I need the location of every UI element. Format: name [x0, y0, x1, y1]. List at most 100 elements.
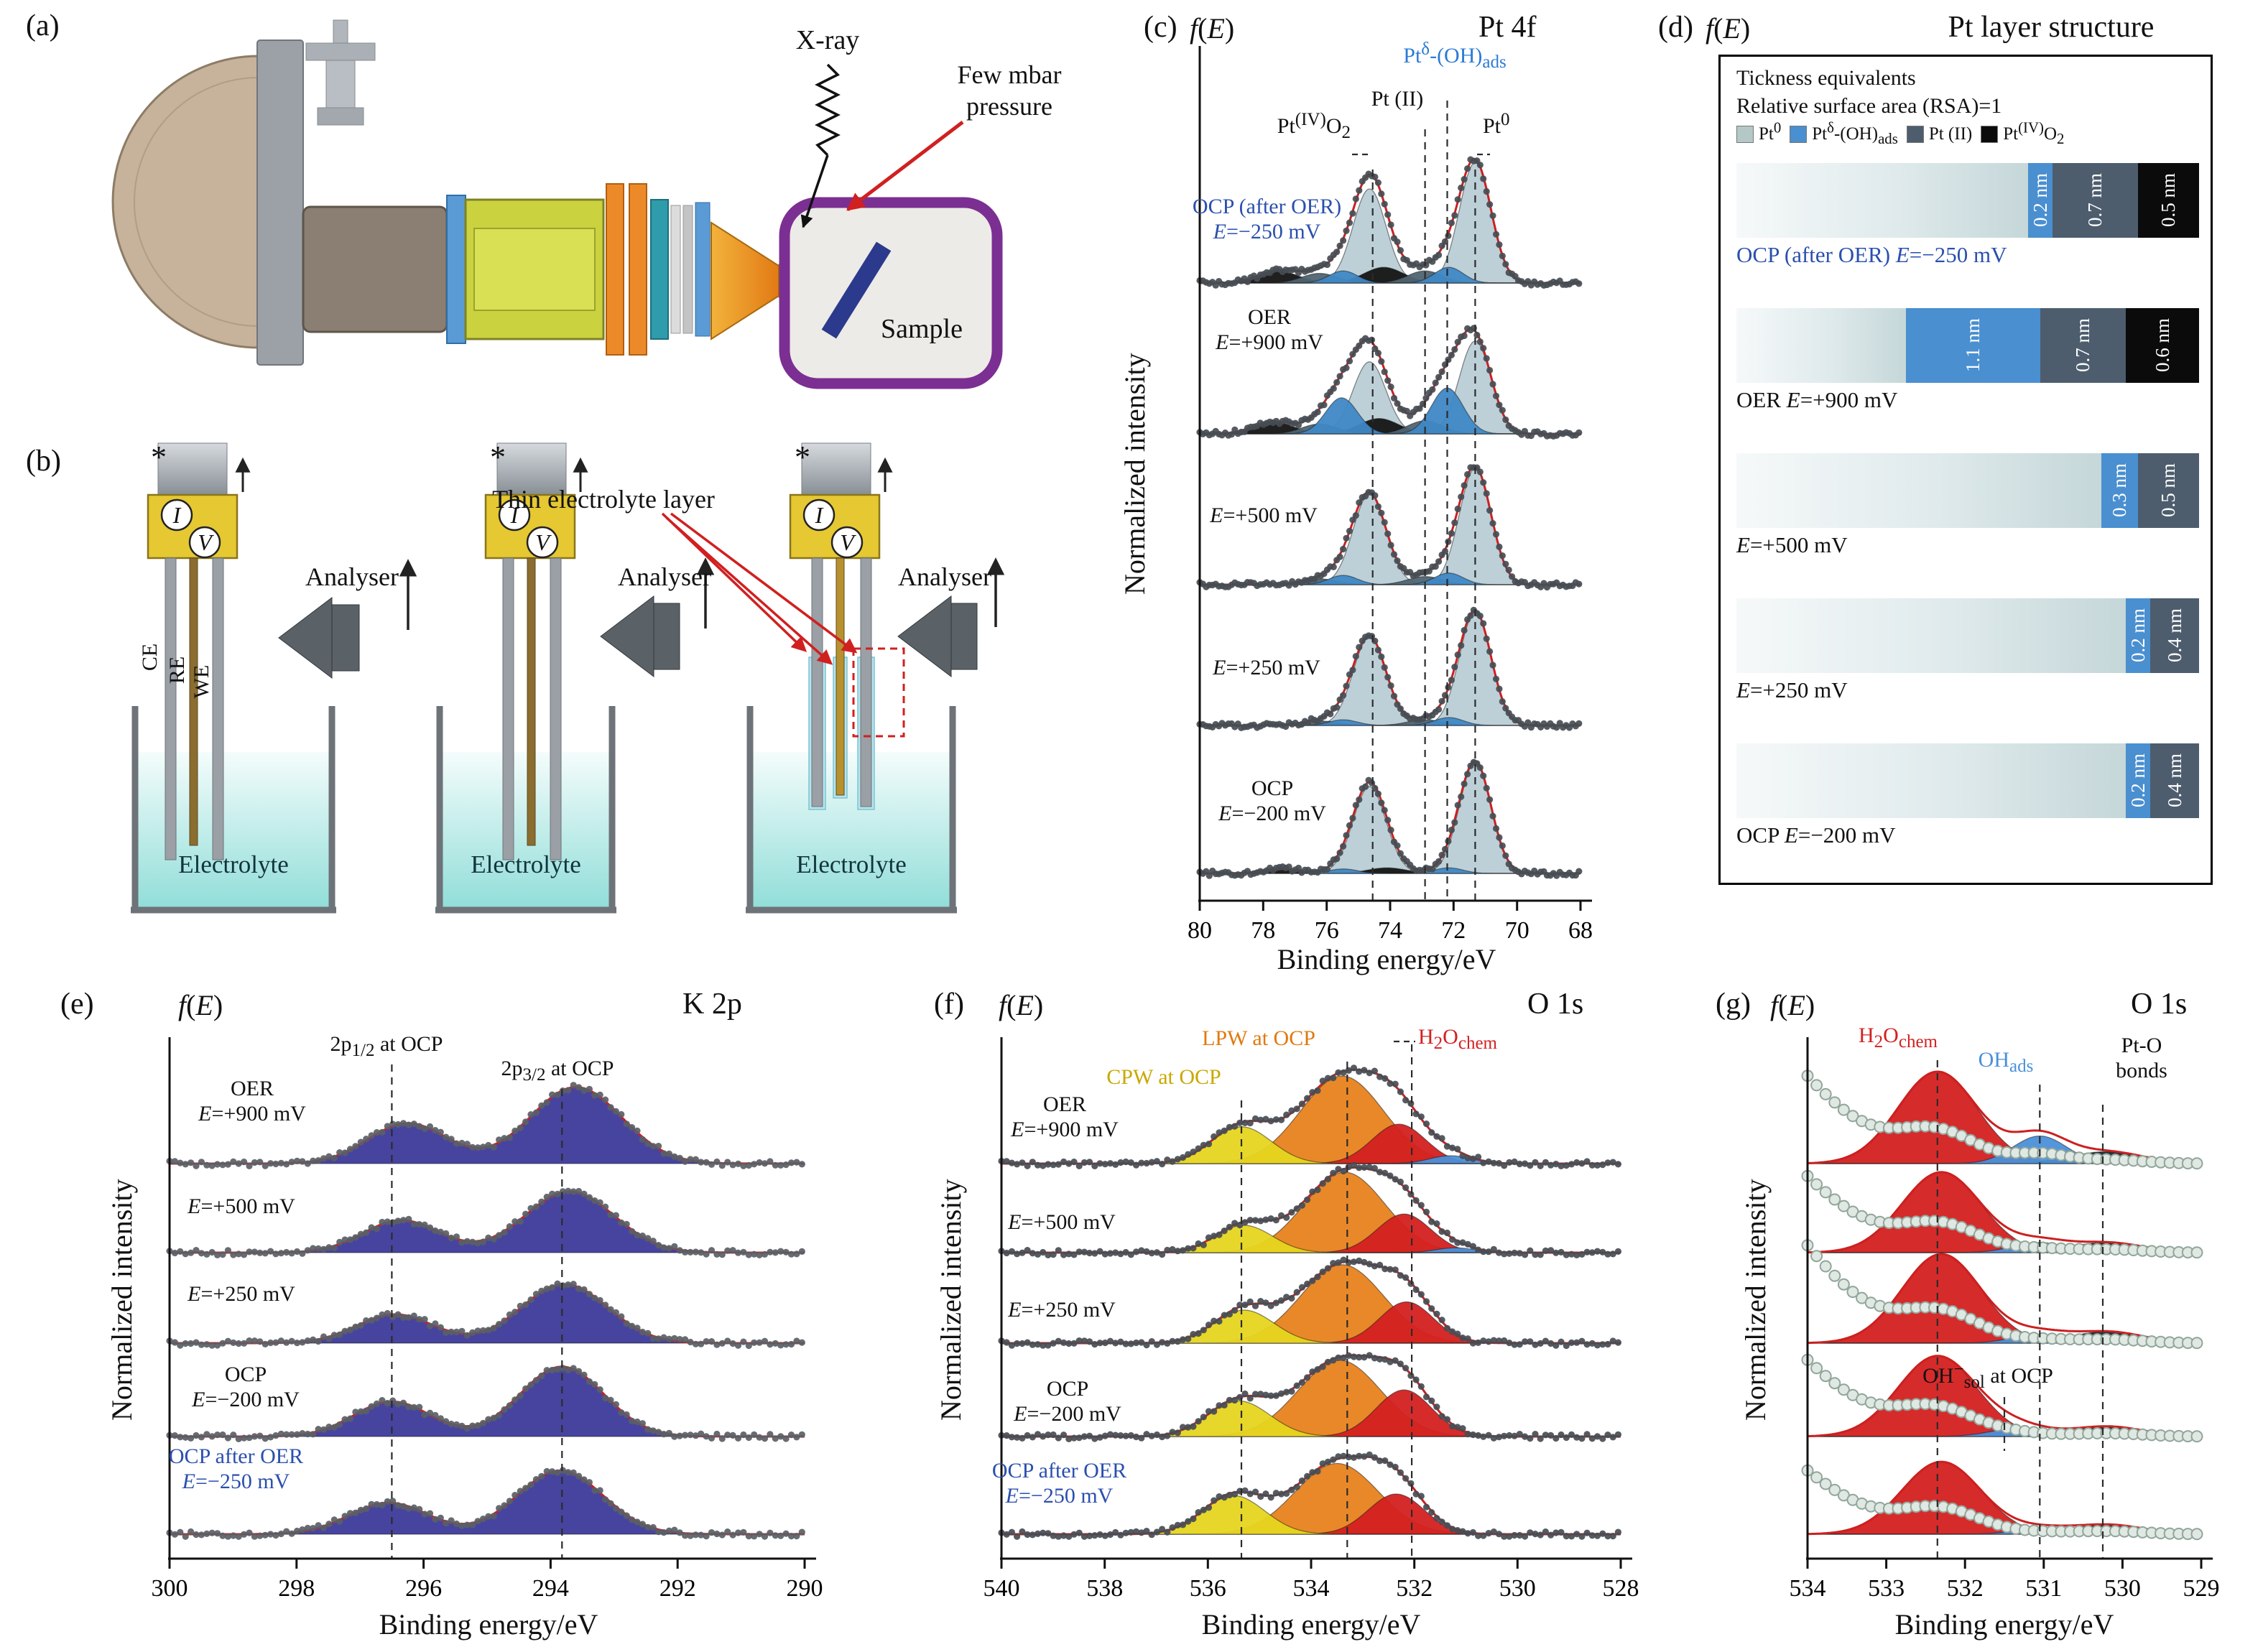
thickness-label: 1.1 nm: [1962, 318, 1984, 373]
data-point: [262, 1531, 269, 1539]
data-point: [1024, 1162, 1031, 1169]
data-point: [1368, 779, 1376, 786]
data-point: [1330, 1075, 1337, 1082]
data-point: [1169, 1524, 1176, 1531]
panel-a-tag: (a): [26, 9, 60, 42]
data-point: [1609, 1159, 1616, 1166]
data-point: [1422, 1298, 1430, 1305]
data-point: [421, 1411, 428, 1419]
data-point: [1070, 1251, 1078, 1258]
data-point: [734, 1342, 742, 1349]
data-point: [1516, 1341, 1523, 1348]
data-point: [660, 1334, 667, 1341]
data-point: [330, 1332, 338, 1339]
data-point: [607, 1396, 614, 1403]
data-point: [1464, 470, 1471, 478]
layer-segment-oh: 0.2 nm: [2126, 598, 2150, 673]
data-point: [1467, 612, 1474, 619]
data-point: [1138, 1159, 1145, 1166]
tick-label: 536: [1190, 1575, 1226, 1602]
data-point: [272, 1339, 279, 1346]
sample-chamber: [779, 197, 1003, 389]
data-point: [1361, 1258, 1368, 1266]
data-point: [655, 1335, 662, 1342]
data-point: [1502, 705, 1509, 712]
data-point: [384, 1498, 391, 1505]
data-point: [1086, 1532, 1093, 1539]
data-point: [405, 1314, 412, 1321]
data-point: [1179, 1154, 1187, 1161]
spectrum-plot-e: 300 298 296 294 292 290: [152, 1037, 823, 1602]
data-point: [177, 1248, 184, 1255]
data-point: [1429, 866, 1436, 873]
data-point: [682, 1431, 689, 1439]
data-point: [458, 1522, 466, 1529]
panel-c-fe: f(E): [1190, 12, 1235, 45]
data-point: [718, 1435, 726, 1442]
data-point: [1159, 1433, 1166, 1441]
data-point: [1458, 642, 1465, 649]
data-point: [1382, 1457, 1389, 1465]
data-point: [517, 1217, 524, 1225]
raw-data-point: [2190, 1246, 2203, 1259]
data-point: [1522, 1433, 1529, 1440]
analyser-body: [331, 604, 360, 672]
data-point: [665, 1527, 673, 1534]
data-point: [506, 1402, 513, 1409]
raw-data-point: [1837, 1103, 1850, 1116]
data-point: [522, 1485, 529, 1492]
data-point: [1343, 534, 1350, 542]
data-point: [203, 1530, 210, 1537]
data-point: [1050, 1161, 1057, 1169]
ce-label: CE: [138, 644, 162, 671]
data-point: [751, 1339, 758, 1346]
data-point: [713, 1158, 721, 1166]
data-point: [703, 1250, 710, 1258]
data-point: [751, 1161, 758, 1168]
data-point: [1179, 1247, 1187, 1254]
data-point: [193, 1431, 200, 1439]
data-point: [1552, 1161, 1560, 1168]
data-point: [1384, 817, 1392, 824]
data-point: [1060, 1339, 1068, 1346]
data-point: [517, 1488, 524, 1495]
data-point: [1511, 1531, 1518, 1539]
data-point: [1050, 1532, 1057, 1539]
data-point: [1407, 1191, 1415, 1198]
data-point: [310, 1245, 317, 1252]
data-point: [1304, 1472, 1311, 1480]
data-point: [1378, 653, 1385, 661]
data-point: [1246, 1217, 1254, 1224]
reference-electrode: [836, 557, 845, 796]
data-point: [1185, 1518, 1192, 1525]
data-point: [1272, 1392, 1279, 1399]
data-point: [1371, 1067, 1378, 1075]
data-point: [246, 1337, 253, 1345]
data-point: [767, 1341, 774, 1348]
data-point: [410, 1120, 417, 1128]
data-point: [1251, 1115, 1259, 1123]
data-point: [729, 1161, 736, 1169]
data-point: [1257, 1493, 1264, 1500]
data-point: [1293, 1382, 1300, 1389]
g-x-axis-label: Binding energy/eV: [1894, 1608, 2114, 1641]
data-point: [1231, 1220, 1239, 1227]
data-point: [330, 1516, 338, 1523]
data-point: [1040, 1162, 1047, 1169]
data-point: [1511, 1432, 1518, 1439]
data-point: [1470, 325, 1477, 332]
data-point: [1050, 1251, 1057, 1258]
ammeter-label: I: [510, 502, 519, 528]
data-point: [586, 1194, 593, 1201]
data-point: [634, 1518, 641, 1526]
data-point: [1174, 1156, 1181, 1163]
tick-label: 78: [1251, 917, 1275, 944]
data-point: [1288, 1107, 1295, 1114]
electrolyte-liquid: [443, 752, 609, 907]
layer-segment-pt0: [1736, 453, 2101, 528]
data-point: [1283, 1294, 1290, 1301]
data-point: [1480, 1433, 1487, 1440]
data-point: [368, 1403, 375, 1410]
data-point: [660, 1431, 667, 1438]
data-point: [171, 1249, 178, 1257]
